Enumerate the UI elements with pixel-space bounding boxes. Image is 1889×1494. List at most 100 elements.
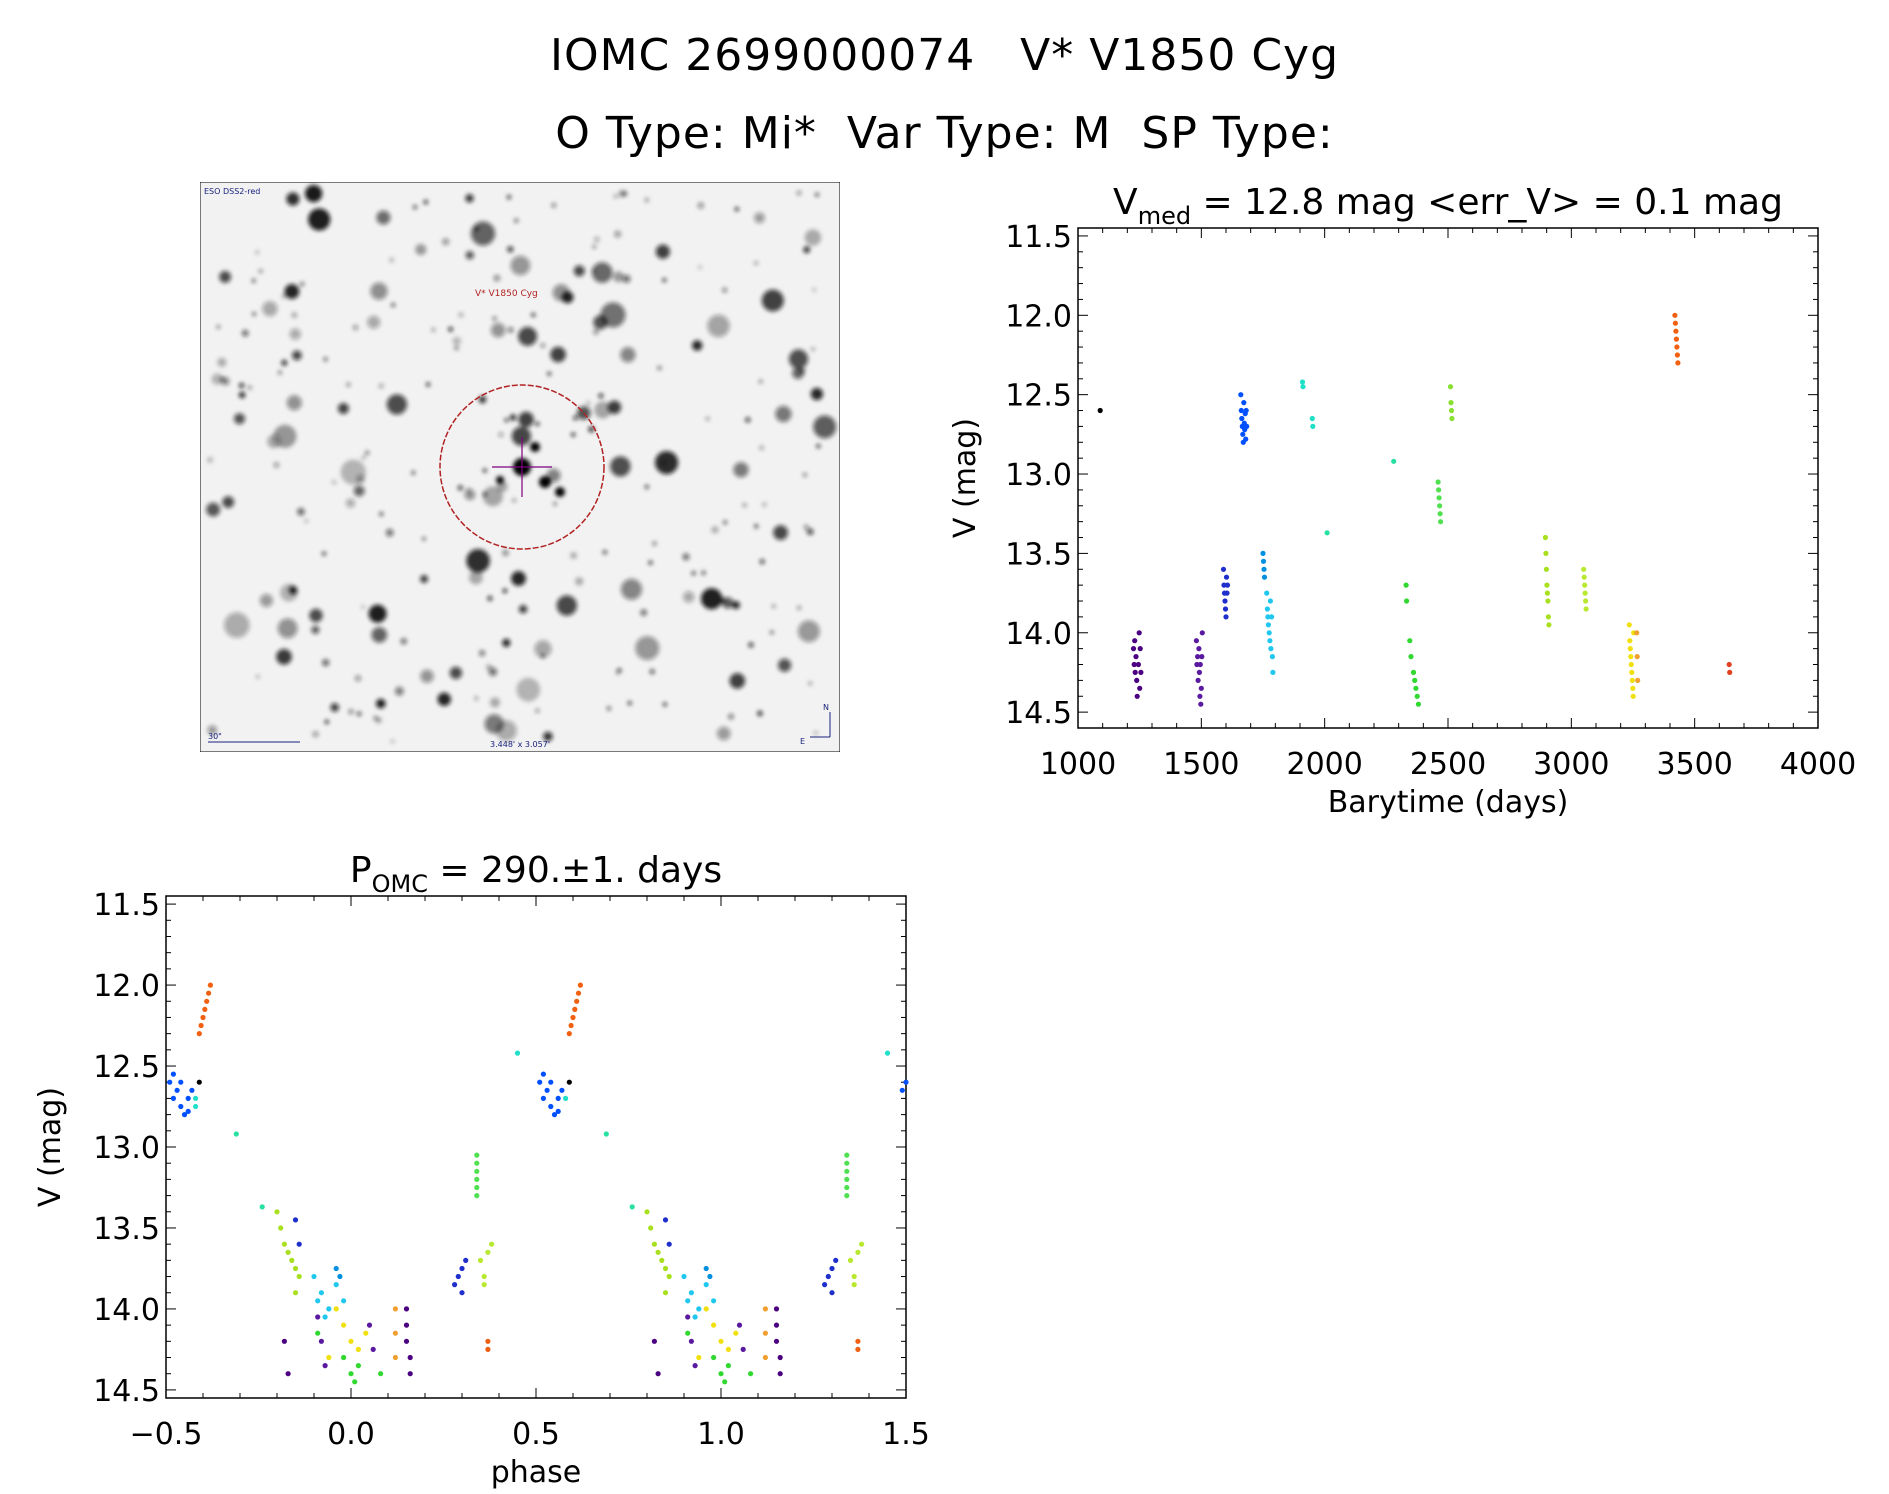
finder-star [321, 551, 327, 556]
data-point [1266, 630, 1272, 636]
data-point [489, 1241, 495, 1247]
chart-title-subscript: OMC [372, 870, 428, 898]
finder-star [247, 385, 252, 390]
plot-frame [1077, 227, 1819, 729]
finder-star [512, 498, 517, 503]
x-tick-label: 0.0 [327, 1417, 375, 1452]
data-point [1448, 400, 1454, 406]
data-point [575, 990, 582, 996]
data-point [392, 1306, 398, 1312]
data-point [1626, 622, 1632, 628]
data-point [1269, 654, 1275, 660]
finder-star [813, 730, 818, 736]
data-point [563, 1095, 569, 1101]
finder-star [426, 382, 431, 387]
finder-star [733, 462, 749, 478]
data-point [1097, 407, 1103, 414]
finder-star [211, 373, 223, 385]
finder-star [570, 552, 577, 559]
finder-star [389, 258, 394, 262]
finder-star [348, 709, 354, 715]
finder-star [420, 575, 428, 583]
data-point [1135, 661, 1141, 668]
finder-star [502, 549, 509, 557]
finder-star [816, 444, 821, 449]
finder-star [324, 719, 329, 725]
data-point [833, 1257, 839, 1263]
finder-star [437, 692, 451, 706]
finder-star [682, 553, 690, 561]
data-point [407, 1371, 413, 1377]
data-point [855, 1249, 861, 1255]
data-point [1238, 407, 1244, 414]
finder-star [627, 701, 632, 706]
finder-star [222, 496, 235, 508]
finder-star [371, 627, 388, 643]
data-point [185, 1095, 191, 1101]
data-point [326, 1306, 332, 1312]
chart-title-subscript: med [1138, 202, 1191, 230]
finder-star [619, 190, 626, 197]
data-point [1448, 407, 1455, 414]
finder-star [458, 312, 464, 318]
y-tick-label: 13.0 [1005, 458, 1072, 493]
chart-title: Vmed = 12.8 mag <err_V> = 0.1 mag [1113, 182, 1783, 230]
finder-star [613, 194, 618, 199]
data-point [1628, 661, 1634, 668]
finder-star [365, 450, 370, 455]
finder-star [465, 251, 474, 260]
finder-star [234, 413, 245, 425]
finder-star [610, 456, 631, 477]
finder-star [586, 401, 591, 406]
data-point [1269, 614, 1275, 620]
finder-star [277, 370, 282, 375]
finder-star [722, 597, 734, 609]
finder-star [771, 604, 776, 609]
data-point [185, 1108, 191, 1114]
data-point [178, 1079, 184, 1085]
chart-title-prefix: P [350, 850, 372, 891]
finder-star [803, 524, 809, 530]
data-point [851, 1273, 857, 1280]
finder-star [815, 192, 819, 197]
finder-star [239, 383, 245, 388]
data-point [318, 1338, 324, 1344]
data-point [1137, 646, 1143, 652]
data-point [711, 1322, 717, 1328]
data-point [1261, 566, 1267, 572]
finder-target-label: V* V1850 Cyg [475, 289, 538, 299]
data-point [1408, 654, 1414, 660]
x-tick-label: 1000 [1040, 747, 1116, 782]
finder-star [337, 403, 349, 414]
data-point [648, 1225, 654, 1231]
data-point [1629, 669, 1635, 675]
finder-star [241, 329, 249, 337]
finder-star [385, 528, 394, 537]
finder-star [448, 327, 453, 332]
data-point [762, 1306, 769, 1312]
data-point [1138, 669, 1144, 675]
finder-star [594, 236, 600, 243]
finder-star [498, 431, 504, 438]
data-point [555, 1095, 561, 1101]
data-point [603, 1131, 609, 1137]
data-point [644, 1209, 650, 1215]
data-point [455, 1273, 461, 1280]
data-point [481, 1273, 487, 1280]
data-point [718, 1338, 724, 1344]
finder-star [323, 357, 328, 362]
data-point [477, 1257, 484, 1263]
data-point [1627, 646, 1633, 652]
data-point [544, 1087, 550, 1093]
finder-star [299, 281, 305, 287]
finder-star [540, 343, 546, 348]
x-axis-label: phase [491, 1455, 582, 1490]
chart-title-rest: = 12.8 mag <err_V> = 0.1 mag [1191, 182, 1783, 223]
data-point [1265, 622, 1271, 628]
data-point [403, 1322, 410, 1328]
data-point [1260, 550, 1266, 556]
finder-star [792, 367, 804, 379]
data-point [474, 1176, 480, 1182]
finder-star [745, 417, 751, 423]
data-point [773, 1306, 780, 1312]
